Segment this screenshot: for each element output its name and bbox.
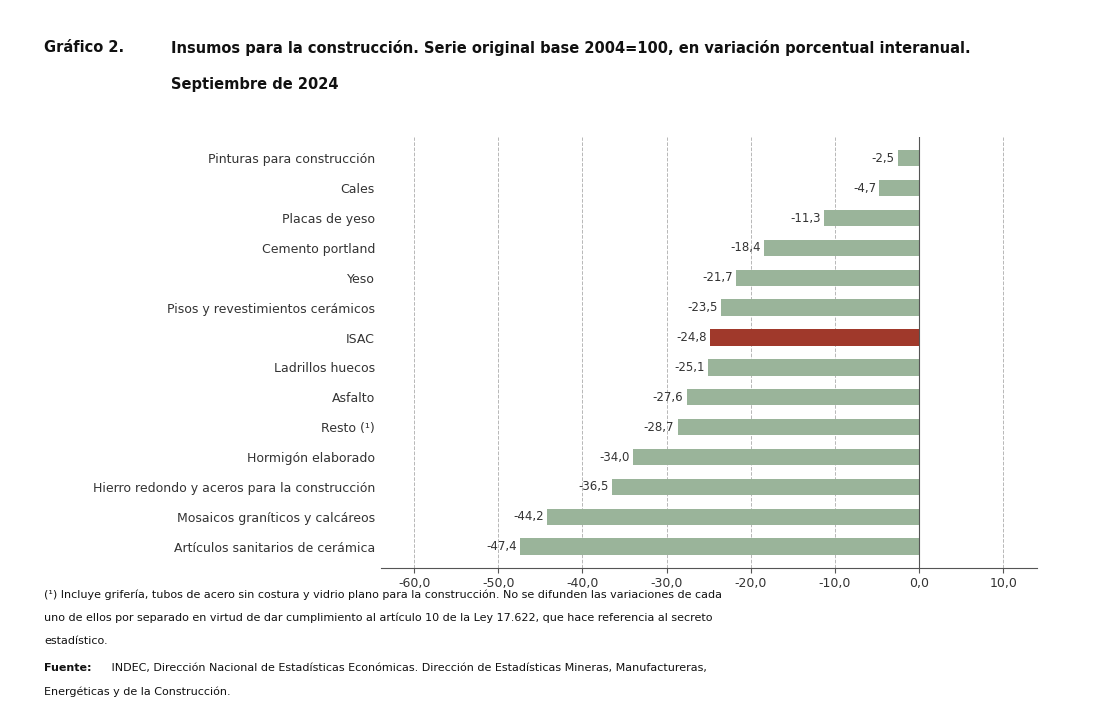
Text: Septiembre de 2024: Septiembre de 2024 [171, 77, 339, 93]
Bar [677, 419, 919, 435]
Text: uno de ellos por separado en virtud de dar cumplimiento al artículo 10 de la Ley: uno de ellos por separado en virtud de d… [44, 612, 713, 623]
Bar [547, 508, 919, 525]
Text: -23,5: -23,5 [687, 301, 718, 315]
Text: -24,8: -24,8 [676, 331, 707, 344]
Bar [710, 329, 919, 346]
Bar [824, 210, 919, 226]
Bar [521, 539, 919, 555]
Bar [612, 479, 919, 495]
Text: -47,4: -47,4 [486, 540, 517, 553]
Text: -2,5: -2,5 [871, 152, 895, 165]
Bar [708, 359, 919, 376]
Text: -4,7: -4,7 [853, 181, 876, 194]
Bar [764, 240, 919, 256]
Text: Insumos para la construcción. Serie original base 2004=100, en variación porcent: Insumos para la construcción. Serie orig… [171, 40, 971, 56]
Text: -27,6: -27,6 [653, 390, 684, 403]
Bar [633, 449, 919, 465]
Text: -11,3: -11,3 [790, 212, 821, 225]
Text: -21,7: -21,7 [703, 271, 733, 284]
Text: estadístico.: estadístico. [44, 636, 108, 646]
Text: -18,4: -18,4 [730, 241, 761, 254]
Bar [879, 180, 919, 197]
Text: Gráfico 2.: Gráfico 2. [44, 40, 125, 55]
Text: Energéticas y de la Construcción.: Energéticas y de la Construcción. [44, 686, 231, 697]
Text: -44,2: -44,2 [513, 510, 544, 523]
Text: (¹) Incluye grifería, tubos de acero sin costura y vidrio plano para la construc: (¹) Incluye grifería, tubos de acero sin… [44, 589, 722, 600]
Bar [737, 270, 919, 286]
Bar [898, 150, 919, 166]
Text: -36,5: -36,5 [578, 480, 609, 493]
Bar [687, 389, 919, 406]
Text: -34,0: -34,0 [599, 450, 630, 463]
Bar [721, 299, 919, 316]
Text: INDEC, Dirección Nacional de Estadísticas Económicas. Dirección de Estadísticas : INDEC, Dirección Nacional de Estadística… [108, 663, 707, 673]
Text: -25,1: -25,1 [674, 361, 705, 374]
Text: -28,7: -28,7 [644, 421, 674, 434]
Text: Fuente:: Fuente: [44, 663, 92, 673]
